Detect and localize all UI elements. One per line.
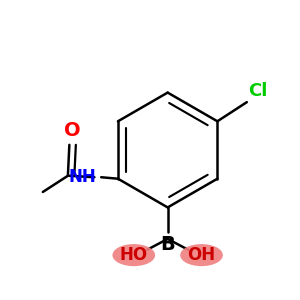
Text: Cl: Cl (248, 82, 268, 100)
Text: NH: NH (68, 168, 96, 186)
Text: O: O (64, 122, 81, 140)
Text: OH: OH (188, 246, 216, 264)
Text: B: B (160, 235, 175, 254)
Ellipse shape (112, 244, 155, 266)
Text: HO: HO (120, 246, 148, 264)
Ellipse shape (180, 244, 223, 266)
